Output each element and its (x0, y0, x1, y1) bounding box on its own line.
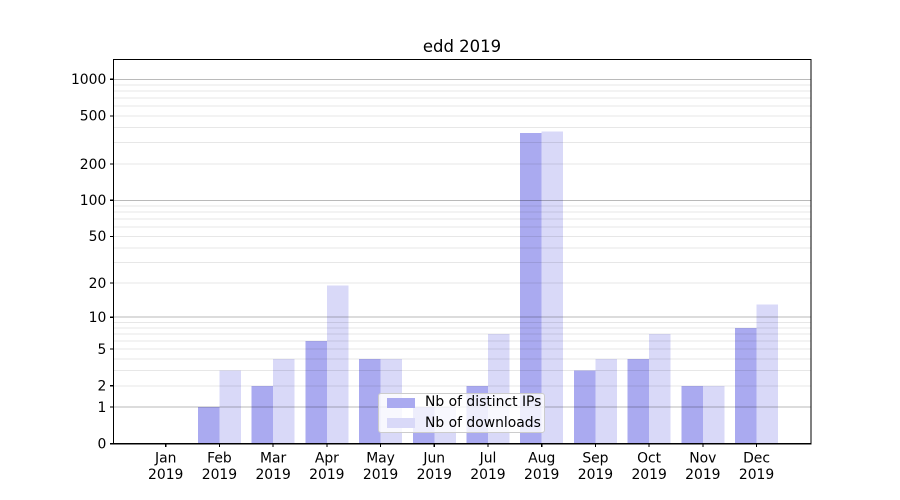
axes-spines (112, 58, 812, 445)
bar (649, 334, 671, 444)
legend-item-downloads: Nb of downloads (387, 414, 544, 431)
svg-text:100: 100 (80, 193, 107, 209)
bar (520, 133, 542, 444)
svg-text:Jul: Jul (479, 451, 497, 467)
bar (541, 131, 564, 444)
svg-text:1: 1 (97, 400, 106, 416)
svg-text:2019: 2019 (739, 467, 774, 483)
legend-label-downloads: Nb of downloads (425, 414, 541, 431)
legend-item-distinct-ips: Nb of distinct IPs (387, 393, 544, 410)
svg-text:2019: 2019 (202, 467, 237, 483)
bar (219, 370, 241, 444)
bar (627, 358, 650, 444)
svg-text:2019: 2019 (363, 467, 398, 483)
y-axis-ticks: 0 1 2 5 10 20 50 100 200 500 1000 (71, 72, 114, 453)
bar (251, 385, 274, 444)
svg-text:0: 0 (97, 437, 106, 453)
svg-text:2019: 2019 (685, 467, 720, 483)
legend: Nb of distinct IPs Nb of downloads (378, 393, 545, 433)
bar (681, 385, 703, 444)
bar (305, 341, 327, 444)
svg-text:2019: 2019 (631, 467, 666, 483)
bar (359, 358, 381, 444)
svg-text:2019: 2019 (255, 467, 290, 483)
legend-label-distinct-ips: Nb of distinct IPs (425, 393, 542, 410)
svg-text:2019: 2019 (524, 467, 559, 483)
svg-text:May: May (366, 451, 395, 467)
svg-text:Jun: Jun (422, 451, 445, 467)
svg-text:Feb: Feb (207, 451, 232, 467)
svg-text:1000: 1000 (71, 72, 106, 88)
gridlines-group (113, 78, 811, 408)
chart-title: edd 2019 (422, 37, 502, 56)
svg-text:20: 20 (89, 276, 107, 292)
svg-text:2019: 2019 (470, 467, 505, 483)
bar (573, 370, 596, 444)
svg-text:500: 500 (80, 109, 107, 125)
svg-text:10: 10 (89, 310, 107, 326)
x-axis-ticks: Jan2019Feb2019Mar2019Apr2019May2019Jun20… (148, 443, 774, 483)
svg-text:Jan: Jan (154, 451, 176, 467)
bar (735, 327, 757, 444)
svg-text:2019: 2019 (578, 467, 613, 483)
bar (197, 407, 220, 444)
svg-text:Oct: Oct (637, 451, 662, 467)
bar (273, 358, 295, 444)
bar (326, 285, 349, 444)
svg-text:Dec: Dec (743, 451, 770, 467)
svg-text:2019: 2019 (309, 467, 344, 483)
bar (756, 304, 779, 444)
svg-text:Apr: Apr (315, 451, 339, 467)
svg-text:Nov: Nov (689, 451, 716, 467)
svg-text:Aug: Aug (528, 451, 555, 467)
svg-text:Sep: Sep (582, 451, 608, 467)
svg-text:2: 2 (97, 379, 106, 395)
bar (702, 385, 725, 444)
svg-text:2019: 2019 (417, 467, 452, 483)
svg-text:2019: 2019 (148, 467, 183, 483)
svg-text:Mar: Mar (260, 451, 286, 467)
bar (595, 358, 617, 444)
legend-swatch-downloads-icon (387, 418, 415, 429)
svg-text:50: 50 (89, 229, 107, 245)
svg-text:5: 5 (97, 342, 106, 358)
svg-text:200: 200 (80, 157, 107, 173)
legend-swatch-distinct-ips-icon (387, 397, 415, 408)
